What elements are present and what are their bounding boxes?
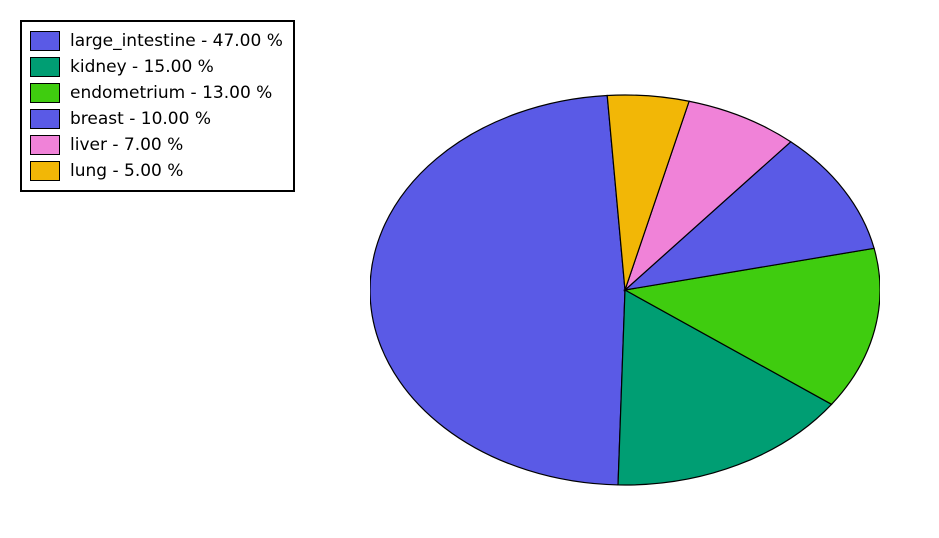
legend-label-kidney: kidney - 15.00 %: [70, 57, 214, 77]
legend-label-breast: breast - 10.00 %: [70, 109, 211, 129]
legend-item-liver: liver - 7.00 %: [30, 132, 283, 158]
legend-item-large_intestine: large_intestine - 47.00 %: [30, 28, 283, 54]
legend-label-endometrium: endometrium - 13.00 %: [70, 83, 272, 103]
legend-swatch-large_intestine: [30, 31, 60, 51]
legend-item-endometrium: endometrium - 13.00 %: [30, 80, 283, 106]
legend-swatch-kidney: [30, 57, 60, 77]
legend-swatch-breast: [30, 109, 60, 129]
legend-label-lung: lung - 5.00 %: [70, 161, 183, 181]
legend-label-liver: liver - 7.00 %: [70, 135, 183, 155]
legend-swatch-lung: [30, 161, 60, 181]
pie-chart: [370, 90, 880, 490]
legend-swatch-liver: [30, 135, 60, 155]
legend: large_intestine - 47.00 % kidney - 15.00 …: [20, 20, 295, 192]
legend-item-breast: breast - 10.00 %: [30, 106, 283, 132]
pie-slice-large_intestine: [370, 95, 625, 484]
legend-item-lung: lung - 5.00 %: [30, 158, 283, 184]
legend-label-large_intestine: large_intestine - 47.00 %: [70, 31, 283, 51]
legend-swatch-endometrium: [30, 83, 60, 103]
legend-item-kidney: kidney - 15.00 %: [30, 54, 283, 80]
